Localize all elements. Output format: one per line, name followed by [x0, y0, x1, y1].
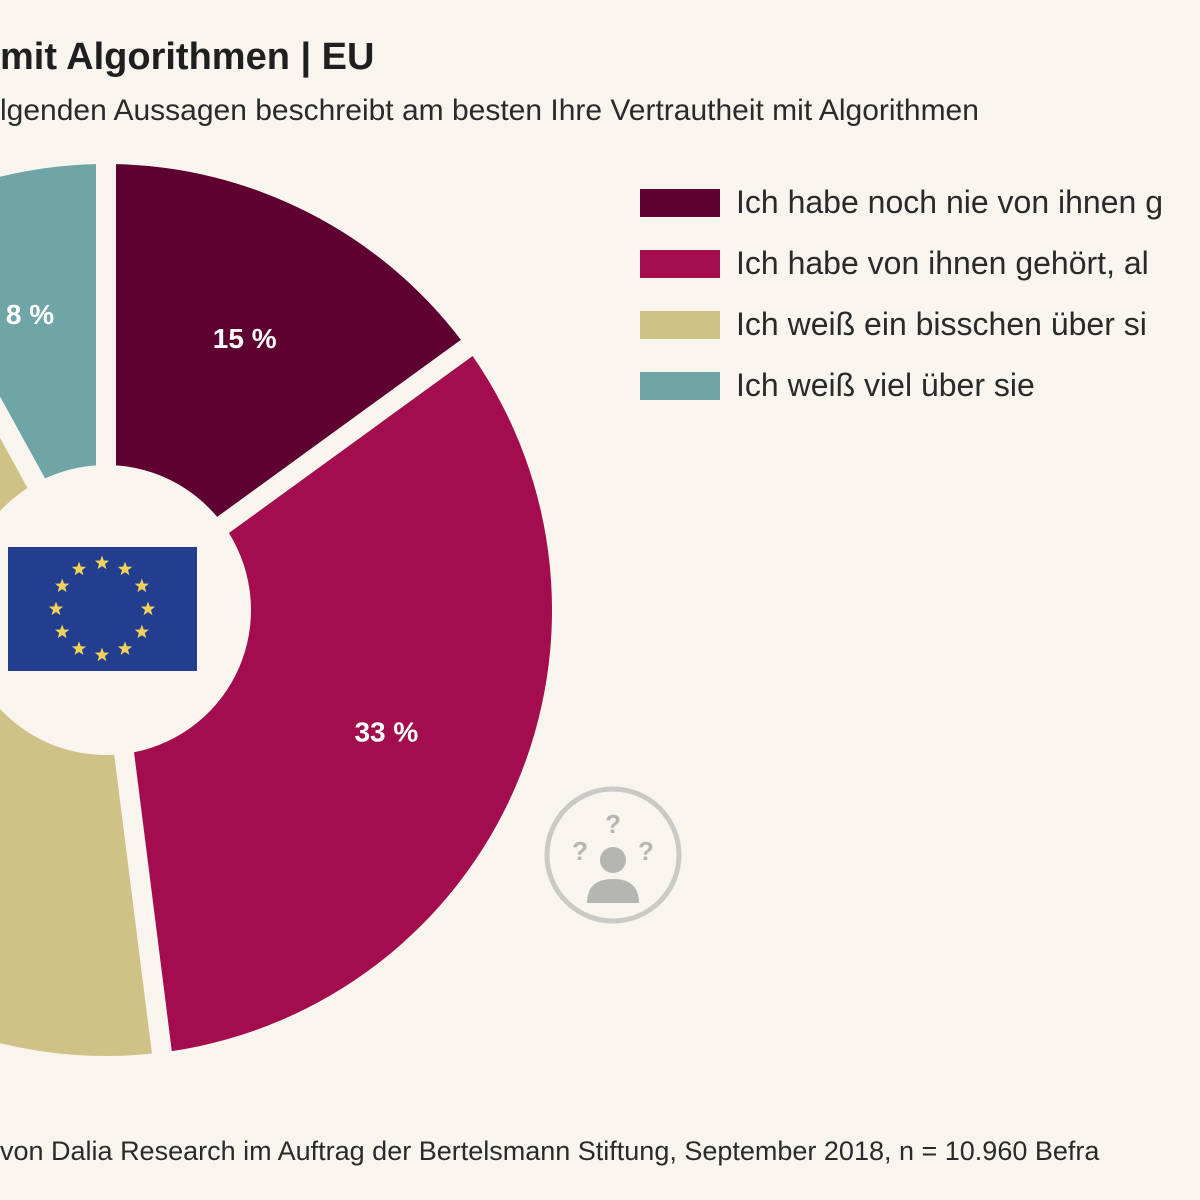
- slice-value-label: 8 %: [6, 299, 54, 330]
- legend-label: Ich habe noch nie von ihnen g: [736, 184, 1163, 220]
- legend-item: Ich habe von ihnen gehört, al: [640, 233, 1200, 294]
- legend-item: Ich habe noch nie von ihnen g: [640, 172, 1200, 233]
- chart-title: mit Algorithmen | EU: [0, 36, 375, 78]
- donut-value-labels: 15 % 33 % 8 %: [6, 299, 418, 747]
- eu-star-icon: [134, 624, 149, 639]
- legend-label: Ich habe von ihnen gehört, al: [736, 245, 1149, 281]
- donut-slice: [0, 164, 97, 479]
- eu-star-icon: [94, 555, 110, 570]
- legend-item: Ich weiß ein bisschen über si: [640, 294, 1200, 355]
- legend-swatch: [640, 371, 720, 400]
- eu-star-icon: [94, 647, 110, 662]
- eu-star-icon: [55, 624, 70, 639]
- source-note: von Dalia Research im Auftrag der Bertel…: [0, 1136, 1100, 1166]
- slice-value-label: 15 %: [213, 323, 277, 354]
- chart-subtitle: lgenden Aussagen beschreibt am besten Ih…: [0, 94, 979, 127]
- eu-star-icon: [134, 578, 149, 593]
- eu-star-icon: [71, 641, 87, 655]
- donut-slice: [134, 356, 553, 1052]
- legend-swatch: [640, 249, 720, 278]
- donut-slice: [0, 437, 152, 1056]
- svg-text:?: ?: [605, 809, 621, 839]
- eu-star-icon: [55, 578, 70, 593]
- chart-legend: Ich habe noch nie von ihnen g Ich habe v…: [640, 172, 1200, 416]
- legend-item: Ich weiß viel über sie: [640, 355, 1200, 416]
- eu-star-icon: [117, 561, 133, 576]
- eu-star-icon: [140, 601, 156, 616]
- slice-value-label: 33 %: [354, 716, 418, 747]
- legend-swatch: [640, 310, 720, 339]
- eu-star-icon: [71, 561, 87, 576]
- legend-label: Ich weiß ein bisschen über si: [736, 306, 1147, 342]
- legend-swatch: [640, 188, 720, 217]
- svg-text:?: ?: [572, 836, 588, 866]
- eu-star-icon: [48, 601, 64, 616]
- eu-flag-icon: [8, 547, 197, 671]
- svg-text:?: ?: [638, 836, 654, 866]
- confused-person-icon: ? ? ?: [544, 786, 682, 924]
- eu-star-icon: [117, 641, 133, 655]
- donut-slices: [0, 164, 553, 1056]
- donut-slice: [115, 164, 461, 517]
- legend-label: Ich weiß viel über sie: [736, 367, 1035, 403]
